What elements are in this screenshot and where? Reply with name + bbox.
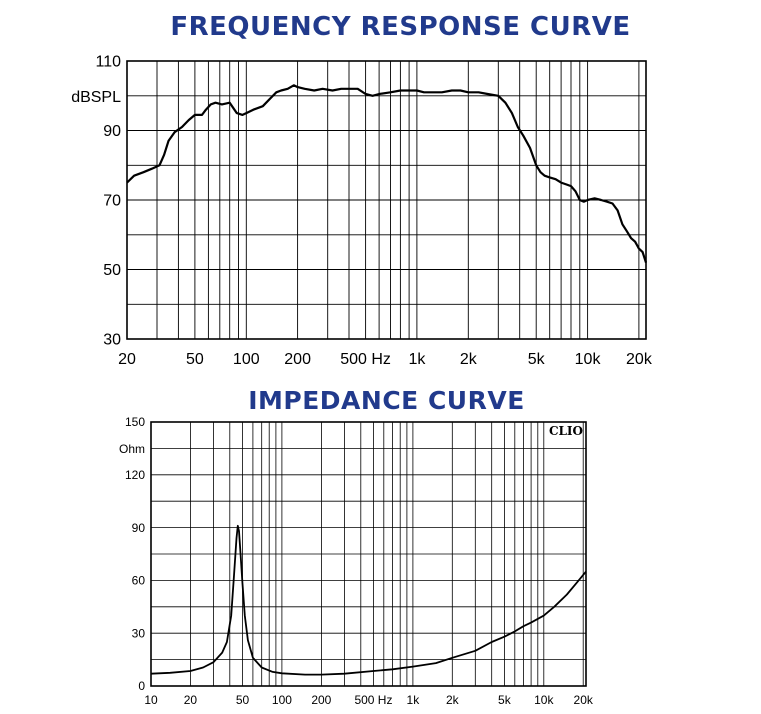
y-tick-label: 50 xyxy=(103,262,121,279)
x-tick-label: 10 xyxy=(144,693,158,707)
x-tick-label: 100 xyxy=(233,351,260,368)
x-tick-label: 50 xyxy=(236,693,250,707)
y-tick-label: 90 xyxy=(132,521,146,535)
y-tick-label: 70 xyxy=(103,193,121,210)
y-axis-label: dBSPL xyxy=(71,89,121,106)
x-tick-label: 500 Hz xyxy=(354,693,392,707)
response-curve xyxy=(150,524,587,676)
x-tick-label: 20 xyxy=(118,351,136,368)
y-axis-label: Ohm xyxy=(119,442,145,456)
y-tick-label: 150 xyxy=(125,415,145,429)
x-tick-label: 5k xyxy=(498,693,512,707)
y-tick-label: 120 xyxy=(125,468,145,482)
plot-frame xyxy=(126,60,647,340)
x-tick-label: 100 xyxy=(272,693,292,707)
frequency-response-chart: 30 50 70 90 110 dBSPL 20 50 100 200 500 Hz 1k 2k 5k 10… xyxy=(71,54,653,368)
frequency-response-title: FREQUENCY RESPONSE CURVE xyxy=(170,12,631,42)
clio-annotation: CLIO xyxy=(549,424,583,438)
y-tick-label: 30 xyxy=(132,626,146,640)
x-tick-label: 1k xyxy=(408,351,426,368)
x-tick-label: 5k xyxy=(528,351,546,368)
x-tick-label: 10k xyxy=(534,693,554,707)
x-tick-label: 2k xyxy=(460,351,478,368)
x-tick-label: 20 xyxy=(184,693,198,707)
x-tick-label: 500 Hz xyxy=(340,351,391,368)
y-tick-label: 0 xyxy=(138,679,145,693)
x-tick-label: 2k xyxy=(446,693,460,707)
x-tick-label: 20k xyxy=(626,351,653,368)
x-tick-label: 200 xyxy=(311,693,331,707)
plot-frame xyxy=(150,421,587,687)
y-tick-label: 60 xyxy=(132,574,146,588)
x-tick-label: 10k xyxy=(575,351,602,368)
x-tick-label: 200 xyxy=(284,351,311,368)
response-curve xyxy=(126,84,648,263)
x-tick-label: 1k xyxy=(407,693,421,707)
y-tick-label: 90 xyxy=(103,123,121,140)
x-tick-label: 20k xyxy=(574,693,594,707)
y-tick-label: 30 xyxy=(103,332,121,349)
y-tick-label: 110 xyxy=(95,54,121,71)
x-tick-label: 50 xyxy=(186,351,204,368)
impedance-title: IMPEDANCE CURVE xyxy=(248,386,525,415)
